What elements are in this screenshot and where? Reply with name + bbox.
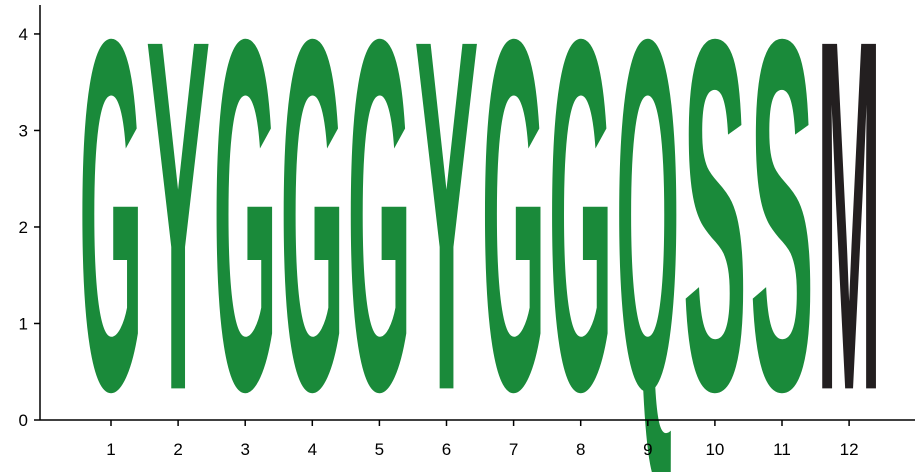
- logo-letter-M: M: [817, 0, 881, 472]
- axes-layer: [39, 5, 915, 421]
- logo-letter-Y: Y: [415, 0, 479, 472]
- x-tick-label: 10: [705, 440, 724, 459]
- letter-stack-position-2: Y: [146, 0, 210, 472]
- logo-letter-G: G: [482, 0, 546, 472]
- x-tick-label: 1: [106, 440, 115, 459]
- logo-letter-Y: Y: [146, 0, 210, 472]
- logo-letter-S: S: [683, 0, 747, 472]
- letter-stack-position-7: G: [482, 0, 546, 472]
- x-tick-label: 7: [509, 440, 518, 459]
- x-tick-label: 6: [442, 440, 451, 459]
- y-tick-label: 4: [19, 25, 28, 44]
- x-ticks-layer: 1 2 3 4 5 6 7 8 9 10 11 12: [106, 420, 859, 459]
- x-tick-label: 9: [643, 440, 652, 459]
- y-tick-label: 0: [19, 411, 28, 430]
- letter-stack-position-3: G: [213, 0, 277, 472]
- x-tick-label: 4: [308, 440, 317, 459]
- logo-letter-Q: Q: [616, 0, 680, 472]
- x-tick-label: 11: [773, 440, 791, 459]
- logo-letter-S: S: [750, 0, 814, 472]
- letter-stack-position-11: S: [750, 0, 814, 472]
- y-ticks-layer: 0 1 2 3 4: [19, 25, 40, 430]
- x-tick-label: 3: [240, 440, 249, 459]
- letter-stack-position-12: M: [817, 0, 881, 472]
- letter-stack-position-5: G: [347, 0, 411, 472]
- logo-letter-G: G: [549, 0, 613, 472]
- x-tick-label: 8: [576, 440, 585, 459]
- logo-letter-G: G: [347, 0, 411, 472]
- y-tick-label: 2: [19, 218, 28, 237]
- letter-stack-position-9: Q: [616, 0, 680, 472]
- y-tick-label: 3: [19, 121, 28, 140]
- logo-letter-G: G: [213, 0, 277, 472]
- letter-stack-position-4: G: [280, 0, 344, 472]
- x-tick-label: 12: [840, 440, 859, 459]
- letter-stack-position-6: Y: [415, 0, 479, 472]
- logo-letter-G: G: [280, 0, 344, 472]
- x-tick-label: 5: [375, 440, 384, 459]
- x-tick-label: 2: [173, 440, 182, 459]
- y-tick-label: 1: [19, 314, 28, 333]
- letter-stack-position-1: G: [79, 0, 143, 472]
- letter-stack-position-10: S: [683, 0, 747, 472]
- letter-stack-position-8: G: [549, 0, 613, 472]
- logo-letter-G: G: [79, 0, 143, 472]
